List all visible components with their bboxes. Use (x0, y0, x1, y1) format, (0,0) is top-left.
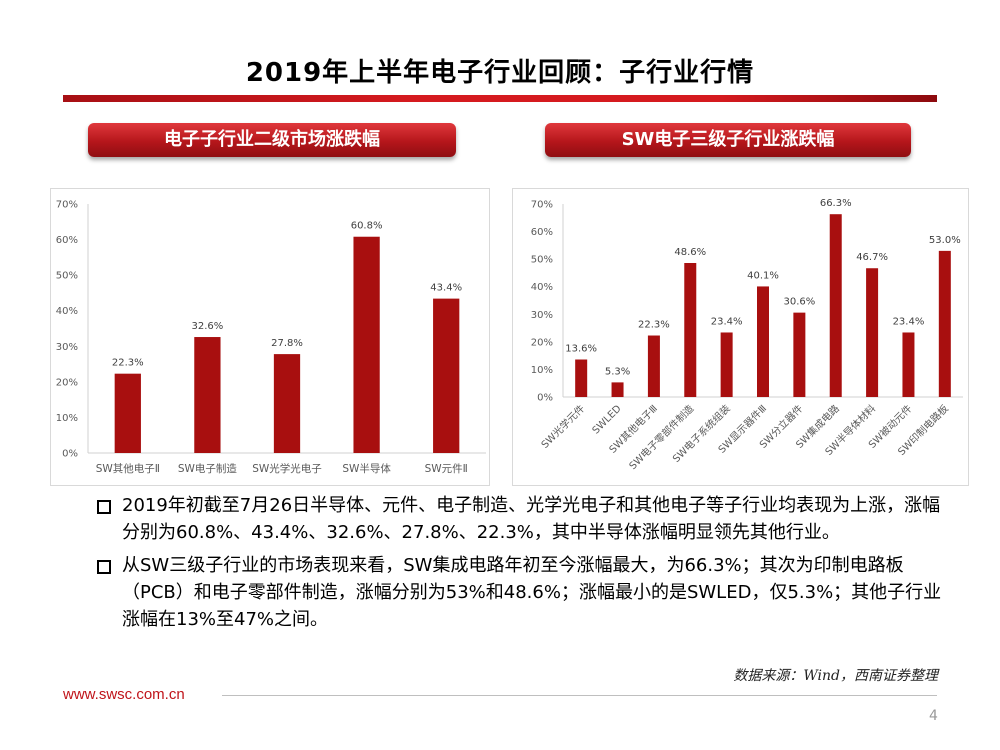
data-label: 48.6% (674, 247, 706, 258)
y-tick-label: 0% (537, 393, 553, 404)
y-tick-label: 40% (56, 306, 78, 317)
data-label: 30.6% (783, 297, 815, 308)
data-label: 40.1% (747, 270, 779, 281)
bar (611, 382, 624, 397)
y-tick-label: 50% (56, 271, 78, 282)
data-label: 13.6% (565, 344, 597, 355)
bar (575, 359, 588, 397)
right-panel-title: SW电子三级子行业涨跌幅 (545, 123, 911, 157)
bullet-text: 从SW三级子行业的市场表现来看，SW集成电路年初至今涨幅最大，为66.3%；其次… (122, 555, 942, 630)
x-tick-label: SWLED (591, 403, 624, 436)
data-label: 22.3% (638, 320, 670, 331)
bar (273, 354, 301, 453)
y-tick-label: 0% (62, 449, 78, 460)
bar (353, 236, 380, 453)
bullet-text: 2019年初截至7月26日半导体、元件、电子制造、光学光电子和其他电子等子行业均… (122, 495, 941, 543)
x-tick-label: SW光学元件 (538, 402, 587, 451)
y-tick-label: 40% (531, 282, 553, 293)
data-label: 23.4% (893, 316, 925, 327)
x-tick-label: SW电子零部件制造 (626, 402, 696, 472)
footer-url[interactable]: www.swsc.com.cn (63, 686, 185, 703)
data-label: 60.8% (351, 221, 383, 232)
bar (647, 335, 660, 397)
y-tick-label: 60% (531, 227, 553, 238)
data-label: 23.4% (711, 316, 743, 327)
page-number: 4 (929, 708, 938, 724)
y-tick-label: 20% (56, 377, 78, 388)
data-label: 66.3% (820, 198, 852, 209)
data-source: 数据来源：Wind，西南证券整理 (733, 668, 938, 684)
right-chart-frame: 0% 10% 20% 30% 40% 50% 60% 70% 13.6% SW光学元件 5.3% SW… (512, 188, 969, 486)
data-label: 5.3% (605, 366, 630, 377)
square-bullet-icon (97, 500, 111, 514)
data-label: 22.3% (112, 358, 144, 369)
y-tick-label: 10% (56, 413, 78, 424)
data-label: 46.7% (856, 252, 888, 263)
y-tick-label: 30% (531, 310, 553, 321)
y-tick-label: 50% (531, 255, 553, 266)
bullet-list: 2019年初截至7月26日半导体、元件、电子制造、光学光电子和其他电子等子行业均… (95, 492, 955, 639)
bar (902, 332, 915, 397)
bar (793, 312, 806, 397)
left-panel-title: 电子子行业二级市场涨跌幅 (88, 123, 456, 157)
bar (757, 286, 769, 397)
bar (829, 214, 842, 397)
y-tick-label: 10% (531, 365, 553, 376)
bar (866, 268, 879, 397)
bullet-item: 2019年初截至7月26日半导体、元件、电子制造、光学光电子和其他电子等子行业均… (95, 492, 955, 546)
y-tick-label: 60% (56, 235, 78, 246)
bullet-item: 从SW三级子行业的市场表现来看，SW集成电路年初至今涨幅最大，为66.3%；其次… (95, 552, 955, 633)
x-tick-label: SW其他电子Ⅱ (96, 462, 160, 475)
bar (433, 298, 460, 453)
x-tick-label: SW电子制造 (178, 462, 238, 475)
y-tick-label: 20% (531, 337, 553, 348)
page-title: 2019年上半年电子行业回顾：子行业行情 (245, 58, 755, 88)
footer-divider (222, 695, 937, 696)
data-label: 27.8% (271, 338, 303, 349)
title-divider (63, 95, 937, 102)
y-tick-label: 70% (56, 200, 78, 211)
data-label: 53.0% (929, 235, 961, 246)
y-tick-label: 30% (56, 342, 78, 353)
bar (938, 250, 951, 397)
y-tick-label: 70% (531, 200, 553, 211)
square-bullet-icon (97, 560, 111, 574)
bar (720, 332, 733, 397)
x-tick-label: SW元件Ⅱ (425, 463, 468, 475)
x-tick-label: SW半导体 (342, 462, 391, 475)
bar (684, 263, 697, 397)
left-chart-frame: 0% 10% 20% 30% 40% 50% 60% 70% 22.3% SW其他电子Ⅱ 32.6%… (50, 188, 490, 486)
data-label: 32.6% (192, 321, 224, 332)
left-bar-chart: 0% 10% 20% 30% 40% 50% 60% 70% 22.3% SW其他电子Ⅱ 32.6%… (56, 200, 486, 475)
bar (194, 337, 221, 453)
right-bar-chart: 0% 10% 20% 30% 40% 50% 60% 70% 13.6% SW光学元件 5.3% SW… (531, 198, 963, 472)
data-label: 43.4% (430, 283, 462, 294)
x-tick-label: SW光学光电子 (252, 462, 322, 475)
bar (114, 373, 141, 453)
